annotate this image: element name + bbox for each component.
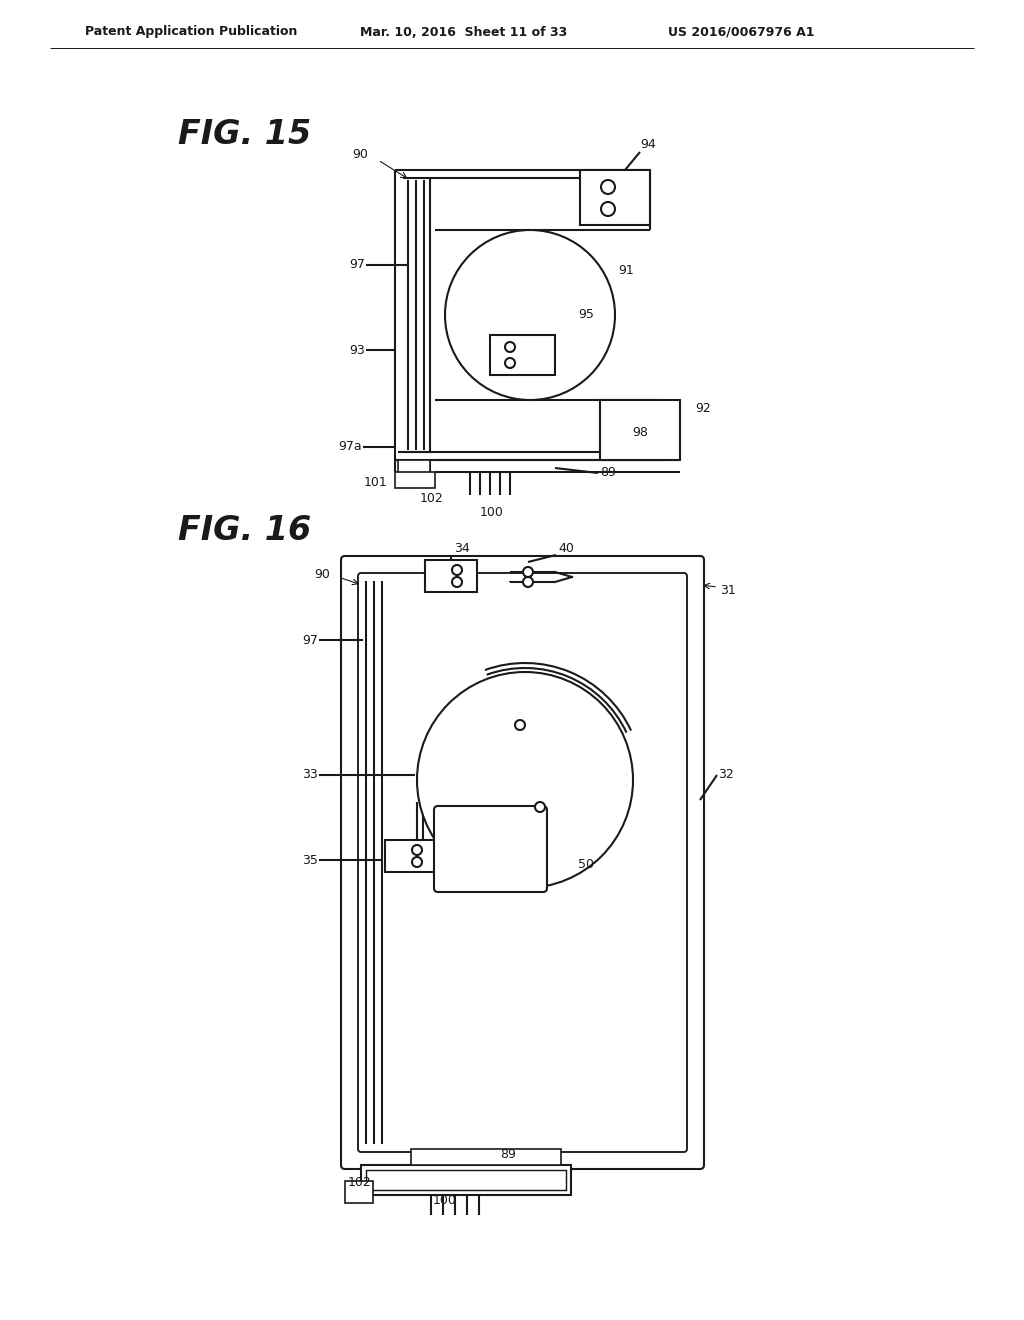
Text: 89: 89 [500, 1148, 516, 1162]
Text: Mar. 10, 2016  Sheet 11 of 33: Mar. 10, 2016 Sheet 11 of 33 [360, 25, 567, 38]
Text: US 2016/0067976 A1: US 2016/0067976 A1 [668, 25, 814, 38]
Circle shape [452, 577, 462, 587]
Text: 33: 33 [302, 768, 318, 781]
Bar [345, 1181, 373, 1203]
Text: 92: 92 [695, 401, 711, 414]
Bar [425, 560, 477, 591]
Circle shape [523, 568, 534, 577]
Circle shape [412, 845, 422, 855]
Text: 50: 50 [578, 858, 594, 870]
Text: 97a: 97a [338, 441, 362, 454]
Text: FIG. 15: FIG. 15 [178, 119, 311, 152]
Bar [490, 335, 555, 375]
Circle shape [505, 358, 515, 368]
Circle shape [523, 577, 534, 587]
Circle shape [445, 230, 615, 400]
Bar [361, 1166, 571, 1195]
Text: 90: 90 [314, 569, 330, 582]
Circle shape [505, 342, 515, 352]
Bar [366, 1170, 566, 1191]
Circle shape [601, 180, 615, 194]
Text: Patent Application Publication: Patent Application Publication [85, 25, 297, 38]
Text: 95: 95 [578, 309, 594, 322]
Text: FIG. 16: FIG. 16 [178, 513, 311, 546]
Text: 32: 32 [718, 768, 734, 781]
Text: 102: 102 [420, 491, 443, 504]
Circle shape [417, 672, 633, 888]
Circle shape [515, 719, 525, 730]
Text: 97: 97 [349, 259, 365, 272]
Circle shape [535, 803, 545, 812]
Bar [398, 459, 430, 475]
Bar [580, 170, 650, 224]
Circle shape [412, 857, 422, 867]
Text: 89: 89 [600, 466, 615, 479]
Text: 93: 93 [349, 343, 365, 356]
Text: 102: 102 [348, 1176, 372, 1188]
Text: 31: 31 [720, 583, 736, 597]
Text: 90: 90 [352, 149, 368, 161]
FancyBboxPatch shape [434, 807, 547, 892]
Text: 97: 97 [302, 634, 318, 647]
Text: 98: 98 [632, 426, 648, 440]
Text: 101: 101 [364, 475, 387, 488]
Bar [385, 840, 437, 873]
Bar [600, 400, 680, 459]
Bar [411, 1148, 561, 1166]
Text: 94: 94 [640, 139, 656, 152]
Bar [395, 473, 435, 488]
Circle shape [452, 565, 462, 576]
Text: 100: 100 [433, 1193, 457, 1206]
Circle shape [601, 202, 615, 216]
Text: 91: 91 [618, 264, 634, 276]
Text: 35: 35 [302, 854, 318, 866]
FancyBboxPatch shape [358, 573, 687, 1152]
Text: 40: 40 [558, 541, 573, 554]
FancyBboxPatch shape [341, 556, 705, 1170]
Text: 100: 100 [480, 506, 504, 519]
Text: 34: 34 [454, 541, 470, 554]
